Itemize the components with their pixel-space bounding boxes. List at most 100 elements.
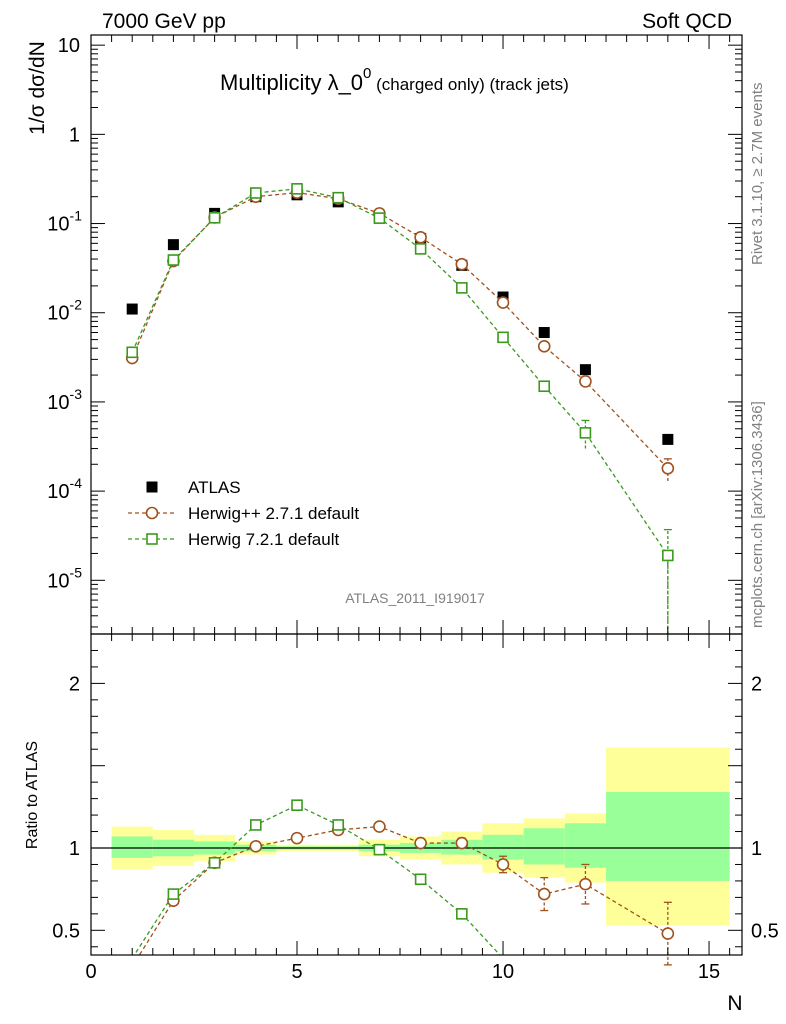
main-series-2	[126, 183, 674, 634]
x-tick-label: 10	[492, 961, 514, 983]
ratio-series	[133, 799, 675, 966]
main-point	[538, 327, 550, 339]
main-point	[497, 331, 509, 344]
green-band-bin	[564, 823, 607, 868]
legend-marker	[146, 481, 158, 493]
ratio-y-tick-label-right: 0.5	[751, 920, 779, 942]
ratio-point	[290, 831, 304, 845]
main-point	[537, 340, 551, 353]
ratio-point	[373, 843, 386, 856]
main-title-suffix: (charged only) (track jets)	[371, 75, 568, 94]
legend-label: Herwig 7.2.1 default	[188, 530, 339, 549]
y-tick-label: 1	[69, 124, 80, 146]
analysis-watermark: ATLAS_2011_I919017	[345, 590, 485, 606]
ratio-point	[496, 858, 510, 871]
ratio-point	[414, 873, 427, 886]
header-left: 7000 GeV pp	[102, 10, 226, 33]
main-point	[167, 254, 180, 266]
main-point	[579, 427, 592, 439]
main-series-line	[131, 191, 669, 469]
ratio-y-tick-label: 0.5	[52, 920, 80, 942]
main-point	[538, 380, 551, 393]
main-point	[126, 346, 139, 359]
main-point	[414, 243, 427, 255]
y-tick-exponent: -5	[70, 564, 83, 580]
ratio-point	[537, 887, 551, 901]
main-point	[167, 239, 179, 251]
ratio-y-tick-label: 1	[69, 838, 80, 860]
legend-label: ATLAS	[188, 478, 241, 497]
ratio-point	[579, 877, 592, 891]
y-tick-exponent: -2	[70, 297, 83, 313]
ratio-xlabel: N	[727, 992, 742, 1015]
ratio-point	[661, 927, 675, 940]
main-point	[661, 462, 675, 475]
ratio-point	[249, 840, 263, 853]
ratio-point	[456, 908, 468, 920]
main-point	[579, 364, 591, 376]
main-point	[373, 212, 386, 224]
main-point	[496, 296, 510, 309]
ratio-point	[332, 819, 345, 831]
green-band-bin	[523, 828, 565, 865]
y-tick-exponent: -1	[70, 208, 83, 224]
main-point	[455, 257, 469, 271]
main-point	[126, 303, 138, 315]
y-tick-label: 10-2	[47, 297, 82, 325]
y-tick-mantissa: 10	[47, 214, 69, 236]
y-tick-label: 10	[58, 35, 80, 57]
y-tick-exponent: -3	[70, 386, 83, 402]
main-point	[291, 183, 303, 195]
x-tick-label: 0	[85, 961, 96, 983]
y-tick-label: 10-3	[47, 386, 82, 414]
ratio-bands	[111, 747, 730, 926]
x-tick-label: 15	[698, 961, 720, 983]
green-band-bin	[111, 836, 153, 858]
main-point	[456, 282, 468, 294]
ratio-point	[208, 857, 221, 869]
main-series-0	[126, 189, 674, 445]
ratio-series-1	[133, 799, 501, 955]
rivet-label: Rivet 3.1.10, ≥ 2.7M events	[749, 83, 766, 266]
main-point	[208, 211, 221, 224]
main-point	[414, 231, 427, 244]
ratio-point	[455, 836, 469, 850]
mcplots-label: mcplots.cern.ch [arXiv:1306.3436]	[749, 401, 766, 628]
y-tick-exponent: -4	[70, 475, 83, 491]
ratio-y-tick-label-right: 2	[751, 673, 762, 695]
y-tick-mantissa: 1	[69, 124, 80, 146]
y-tick-mantissa: 10	[47, 481, 69, 503]
main-title-text: Multiplicity λ_0	[220, 70, 363, 95]
y-tick-mantissa: 10	[47, 570, 69, 592]
ratio-point	[291, 799, 303, 812]
main-point	[662, 433, 674, 445]
y-tick-label: 10-1	[47, 208, 82, 236]
ratio-point	[414, 836, 427, 850]
main-point	[332, 191, 345, 204]
main-series-1	[125, 186, 675, 481]
main-title-sup: 0	[363, 65, 371, 82]
main-point	[579, 375, 592, 388]
ratio-y-tick-label: 2	[69, 673, 80, 695]
legend-label: Herwig++ 2.7.1 default	[188, 504, 359, 523]
x-tick-label: 5	[291, 961, 302, 983]
green-band-bin	[606, 792, 730, 881]
main-title: Multiplicity λ_00 (charged only) (track …	[220, 65, 569, 95]
y-tick-label: 10-5	[47, 564, 82, 592]
main-ylabel: 1/σ dσ/dN	[26, 41, 49, 135]
y-tick-label: 10-4	[47, 475, 82, 503]
header-right: Soft QCD	[642, 10, 732, 33]
y-tick-mantissa: 10	[58, 35, 80, 57]
ratio-series-line	[133, 804, 501, 955]
ratio-point	[167, 888, 180, 900]
ratio-y-tick-label-right: 1	[751, 838, 762, 860]
main-series	[125, 183, 675, 634]
green-band-bin	[482, 834, 524, 860]
legend-marker	[145, 506, 159, 520]
ratio-point	[373, 820, 386, 833]
y-tick-mantissa: 10	[47, 392, 69, 414]
main-point	[662, 549, 674, 562]
ratio-ylabel: Ratio to ATLAS	[24, 741, 41, 849]
